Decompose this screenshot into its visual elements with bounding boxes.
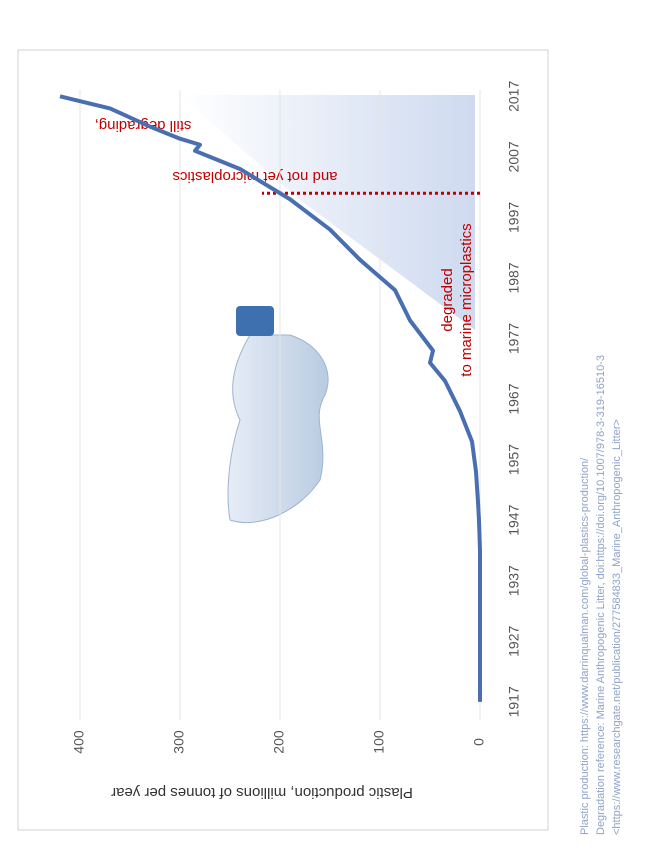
bottle (227, 334, 329, 524)
x-tick-label: 2017 (506, 81, 522, 112)
x-tick-label: 1997 (506, 202, 522, 233)
source-line: Degradation reference: Marine Anthropoge… (595, 355, 607, 835)
x-tick-label: 1947 (506, 504, 522, 535)
y-tick-label: 400 (71, 730, 87, 754)
x-tick-label: 1957 (506, 444, 522, 475)
x-tick-label: 1987 (506, 262, 522, 293)
y-tick-label: 0 (471, 738, 487, 746)
x-tick-label: 1937 (506, 565, 522, 596)
shaded-region (180, 95, 475, 330)
annotation: degraded (439, 268, 456, 331)
y-axis-title: Plastic production, millions of tonnes p… (111, 784, 413, 801)
source-line: Plastic production: https://www.darrinqu… (579, 457, 591, 835)
y-tick-label: 200 (271, 730, 287, 754)
x-tick-label: 1967 (506, 383, 522, 414)
x-tick-label: 2007 (506, 141, 522, 172)
x-tick-label: 1977 (506, 323, 522, 354)
x-tick-label: 1927 (506, 626, 522, 657)
source-line: <https://www.researchgate.net/publicatio… (611, 419, 623, 835)
annotation: to marine microplastics (458, 223, 475, 376)
frame (17, 49, 549, 831)
data-line (59, 94, 482, 702)
y-tick-label: 300 (171, 730, 187, 754)
bottle-cap (236, 306, 274, 336)
y-tick-label: 100 (371, 730, 387, 754)
x-tick-label: 1917 (506, 686, 522, 717)
